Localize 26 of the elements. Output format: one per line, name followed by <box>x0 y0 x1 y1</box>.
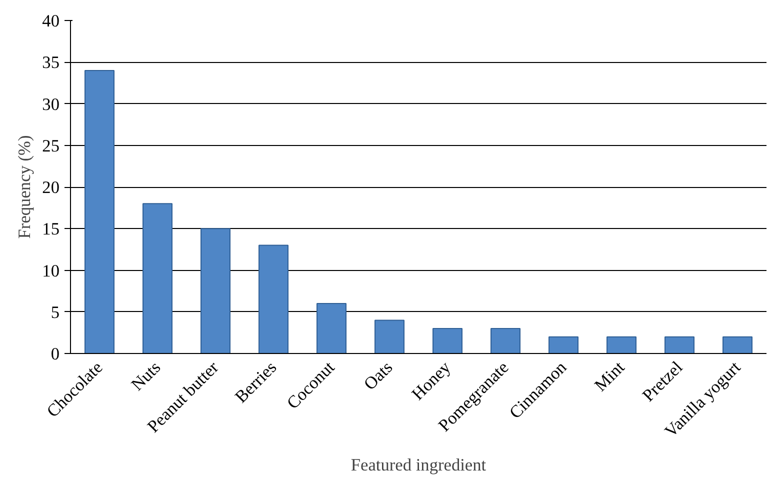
bar <box>84 70 114 354</box>
y-tick-label: 20 <box>42 178 60 197</box>
bar <box>142 203 172 354</box>
x-axis-title: Featured ingredient <box>350 456 486 475</box>
y-axis-title: Frequency (%) <box>15 135 34 239</box>
bar <box>200 228 230 354</box>
x-tick-label: Oats <box>360 358 396 394</box>
x-tick-label: Mint <box>590 358 628 396</box>
y-tick-label: 25 <box>42 136 60 156</box>
bar <box>722 336 752 354</box>
y-tick-label: 30 <box>42 94 60 114</box>
y-tick-label: 15 <box>42 220 60 239</box>
bar <box>316 303 346 354</box>
x-tick-label: Nuts <box>128 358 164 394</box>
bar <box>374 320 404 354</box>
bar <box>490 328 520 354</box>
y-tick-label: 10 <box>42 261 60 280</box>
bar <box>664 336 694 354</box>
bar <box>432 328 462 354</box>
y-tick-label: 35 <box>42 53 60 72</box>
y-tick-label: 0 <box>50 344 60 364</box>
bar <box>258 244 288 354</box>
bar <box>548 336 578 354</box>
y-tick-label: 5 <box>50 302 60 322</box>
bar <box>606 336 636 354</box>
y-tick-label: 40 <box>42 12 60 30</box>
